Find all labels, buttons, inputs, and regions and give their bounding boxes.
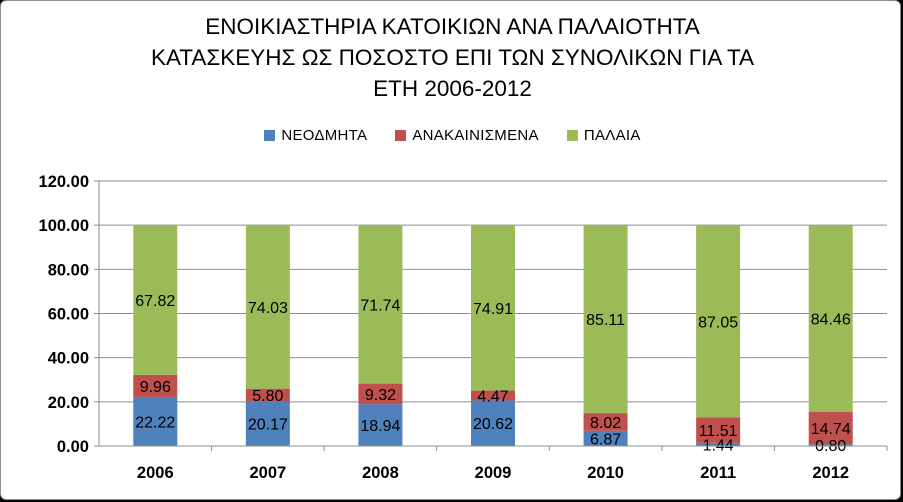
data-label: 9.32	[365, 387, 396, 404]
data-label: 8.02	[590, 415, 621, 432]
x-tick-label: 2012	[812, 464, 849, 482]
bar-segment	[696, 442, 741, 446]
y-tick-label: 100.00	[39, 217, 89, 235]
bar-segment	[583, 430, 628, 446]
data-label: 20.17	[248, 417, 288, 434]
x-tick-label: 2009	[475, 464, 512, 482]
x-tick-label: 2008	[362, 464, 399, 482]
data-label: 22.22	[135, 414, 175, 431]
legend-swatch-anakainismena	[395, 130, 407, 141]
y-tick-label: 40.00	[48, 350, 89, 368]
bar-segment	[245, 388, 290, 402]
y-tick-label: 120.00	[39, 173, 89, 191]
legend-item-anakainismena: ΑΝΑΚΑΙΝΙΣΜΕΝΑ	[395, 127, 539, 144]
legend-label-neodmita: ΝΕΟΔΜΗΤΑ	[281, 127, 368, 144]
bar-segment	[808, 411, 853, 445]
data-label: 67.82	[135, 293, 175, 310]
data-label: 85.11	[586, 312, 625, 329]
x-tick-label: 2006	[137, 464, 174, 482]
bar-segment	[808, 225, 853, 412]
bar-segment	[358, 225, 403, 384]
legend-label-palaia: ΠΑΛΑΙΑ	[583, 127, 641, 144]
bar-segment	[358, 383, 403, 405]
bar-segment	[133, 374, 178, 397]
x-tick-label: 2010	[587, 464, 624, 482]
bar-segment	[133, 396, 178, 446]
data-label: 74.03	[248, 300, 288, 317]
y-tick-label: 0.00	[57, 438, 89, 456]
data-label: 4.47	[477, 389, 508, 406]
data-label: 11.51	[699, 423, 738, 440]
bar-segment	[583, 225, 628, 414]
data-label: 14.74	[811, 421, 851, 438]
bar-segment	[696, 417, 741, 443]
x-tick-label: 2007	[249, 464, 286, 482]
bar-segment	[696, 225, 741, 418]
data-label: 5.80	[252, 388, 283, 405]
chart-title-line-3: ΕΤΗ 2006-2012	[373, 76, 532, 101]
bar-segment	[358, 404, 403, 446]
data-label: 71.74	[360, 297, 400, 314]
legend-swatch-palaia	[566, 130, 578, 141]
data-label: 18.94	[360, 418, 400, 435]
bar-segment	[133, 225, 178, 375]
data-label: 74.91	[473, 301, 513, 318]
x-tick-label: 2011	[700, 464, 736, 482]
bar-segment	[471, 225, 515, 391]
legend-swatch-neodmita	[264, 130, 276, 141]
data-label: 0.80	[815, 438, 846, 455]
bar-segment	[471, 400, 515, 446]
bar-segment	[583, 413, 628, 431]
legend-label-anakainismena: ΑΝΑΚΑΙΝΙΣΜΕΝΑ	[412, 127, 539, 144]
bar-segment	[471, 390, 515, 401]
y-tick-label: 60.00	[48, 306, 89, 324]
data-label: 9.96	[140, 379, 171, 396]
legend-item-neodmita: ΝΕΟΔΜΗΤΑ	[264, 127, 367, 144]
data-label: 6.87	[590, 431, 621, 448]
data-label: 20.62	[473, 416, 513, 433]
y-tick-label: 80.00	[48, 261, 89, 279]
legend: ΝΕΟΔΜΗΤΑ ΑΝΑΚΑΙΝΙΣΜΕΝΑ ΠΑΛΑΙΑ	[1, 127, 900, 144]
legend-item-palaia: ΠΑΛΑΙΑ	[566, 127, 641, 144]
chart-title: ΕΝΟΙΚΙΑΣΤΗΡΙΑ ΚΑΤΟΙΚΙΩΝ ΑΝΑ ΠΑΛΑΙΟΤΗΤΑ Κ…	[1, 11, 900, 104]
bar-segment	[808, 444, 853, 446]
data-label: 87.05	[698, 314, 738, 331]
chart-title-line-1: ΕΝΟΙΚΙΑΣΤΗΡΙΑ ΚΑΤΟΙΚΙΩΝ ΑΝΑ ΠΑΛΑΙΟΤΗΤΑ	[205, 14, 700, 39]
chart-title-line-2: ΚΑΤΑΣΚΕΥΗΣ ΩΣ ΠΟΣΟΣΤΟ ΕΠΙ ΤΩΝ ΣΥΝΟΛΙΚΩΝ …	[150, 45, 755, 70]
y-tick-label: 20.00	[48, 394, 89, 412]
bar-segment	[245, 225, 290, 389]
bar-segment	[245, 401, 290, 446]
data-label: 84.46	[811, 311, 851, 328]
